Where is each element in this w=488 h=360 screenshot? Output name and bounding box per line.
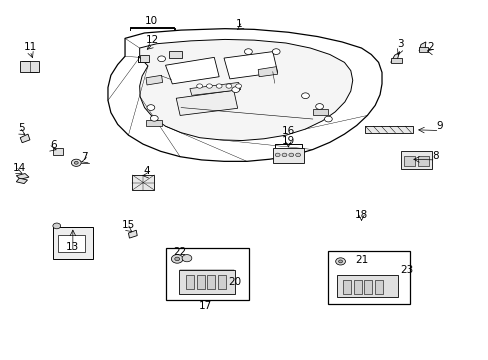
Text: 18: 18 bbox=[354, 210, 367, 220]
Polygon shape bbox=[418, 42, 425, 51]
Bar bbox=[364, 280, 371, 294]
Circle shape bbox=[74, 161, 78, 164]
Bar bbox=[58, 234, 85, 252]
Bar bbox=[178, 270, 234, 294]
Text: 23: 23 bbox=[399, 265, 412, 275]
Text: 21: 21 bbox=[354, 255, 367, 265]
Circle shape bbox=[338, 260, 342, 263]
Circle shape bbox=[53, 223, 61, 229]
Text: 22: 22 bbox=[173, 247, 186, 257]
Text: 8: 8 bbox=[431, 150, 438, 161]
Polygon shape bbox=[146, 120, 161, 126]
Circle shape bbox=[182, 255, 191, 262]
Bar bbox=[400, 151, 431, 168]
Circle shape bbox=[272, 49, 280, 54]
Text: 19: 19 bbox=[281, 136, 294, 146]
Bar bbox=[166, 248, 249, 300]
Bar bbox=[168, 51, 181, 58]
Bar bbox=[353, 280, 361, 294]
Bar bbox=[272, 148, 304, 163]
Polygon shape bbox=[365, 126, 412, 133]
Polygon shape bbox=[176, 90, 237, 116]
Polygon shape bbox=[390, 52, 399, 62]
Polygon shape bbox=[20, 134, 30, 143]
Text: 10: 10 bbox=[145, 17, 158, 27]
Polygon shape bbox=[128, 230, 137, 238]
Circle shape bbox=[324, 116, 331, 122]
Circle shape bbox=[282, 153, 286, 157]
Text: 11: 11 bbox=[23, 42, 37, 51]
Circle shape bbox=[301, 93, 309, 99]
Circle shape bbox=[231, 87, 239, 93]
Polygon shape bbox=[146, 75, 162, 85]
Bar bbox=[196, 275, 204, 289]
Polygon shape bbox=[224, 51, 277, 79]
Circle shape bbox=[315, 104, 323, 109]
Circle shape bbox=[196, 84, 202, 88]
Circle shape bbox=[295, 153, 300, 157]
Bar bbox=[390, 58, 401, 63]
Text: 1: 1 bbox=[236, 19, 243, 29]
Polygon shape bbox=[140, 40, 352, 140]
Text: 14: 14 bbox=[13, 163, 26, 173]
Bar bbox=[374, 280, 382, 294]
Text: 9: 9 bbox=[435, 121, 442, 131]
Text: 4: 4 bbox=[143, 166, 150, 176]
Bar bbox=[20, 61, 39, 72]
Circle shape bbox=[335, 258, 345, 265]
Bar bbox=[342, 280, 350, 294]
Circle shape bbox=[206, 84, 212, 88]
Text: 6: 6 bbox=[50, 140, 57, 150]
Text: 20: 20 bbox=[228, 277, 241, 287]
Circle shape bbox=[158, 56, 165, 62]
Text: 16: 16 bbox=[281, 126, 294, 135]
Bar bbox=[418, 46, 427, 51]
Circle shape bbox=[225, 84, 231, 88]
Circle shape bbox=[288, 153, 293, 157]
Polygon shape bbox=[258, 67, 277, 77]
Circle shape bbox=[147, 105, 155, 111]
Text: 7: 7 bbox=[81, 152, 88, 162]
Bar bbox=[140, 55, 149, 62]
Text: 15: 15 bbox=[122, 220, 135, 230]
Bar bbox=[218, 275, 225, 289]
Circle shape bbox=[216, 84, 222, 88]
Text: 5: 5 bbox=[18, 123, 24, 133]
Polygon shape bbox=[189, 82, 240, 95]
Bar bbox=[417, 156, 428, 166]
Polygon shape bbox=[312, 109, 328, 116]
Circle shape bbox=[171, 255, 183, 263]
Bar bbox=[53, 148, 63, 155]
Polygon shape bbox=[16, 174, 29, 179]
Text: 12: 12 bbox=[146, 35, 159, 45]
Polygon shape bbox=[16, 178, 27, 184]
Bar bbox=[185, 275, 193, 289]
Text: 13: 13 bbox=[66, 242, 80, 252]
Circle shape bbox=[71, 159, 81, 166]
Circle shape bbox=[174, 257, 179, 261]
Polygon shape bbox=[165, 57, 219, 84]
Bar bbox=[328, 251, 409, 304]
Circle shape bbox=[275, 153, 280, 157]
Polygon shape bbox=[108, 29, 381, 161]
Bar bbox=[132, 175, 154, 190]
Text: 3: 3 bbox=[396, 40, 403, 49]
Bar bbox=[53, 226, 93, 259]
Text: 17: 17 bbox=[199, 301, 212, 311]
Text: 2: 2 bbox=[427, 42, 433, 52]
Bar bbox=[336, 275, 397, 297]
Circle shape bbox=[244, 49, 252, 54]
Bar bbox=[404, 156, 414, 166]
Circle shape bbox=[150, 116, 158, 121]
Bar bbox=[207, 275, 215, 289]
Circle shape bbox=[235, 84, 241, 88]
